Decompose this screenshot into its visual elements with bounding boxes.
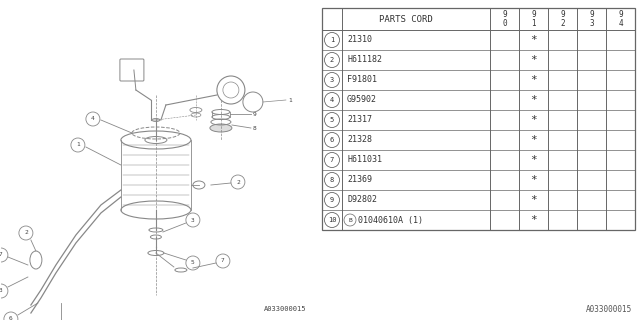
Text: 1: 1: [76, 142, 80, 148]
Text: *: *: [530, 35, 537, 45]
Text: D92802: D92802: [347, 196, 377, 204]
Text: 2: 2: [330, 57, 334, 63]
Text: A033000015: A033000015: [586, 305, 632, 314]
Text: 4: 4: [91, 116, 95, 122]
Text: A033000015: A033000015: [264, 306, 306, 312]
Text: 1: 1: [531, 19, 536, 28]
Text: 3: 3: [0, 289, 3, 293]
Text: 9: 9: [589, 10, 594, 19]
Text: *: *: [530, 215, 537, 225]
Text: 9: 9: [531, 10, 536, 19]
Text: G95902: G95902: [347, 95, 377, 105]
Text: 7: 7: [330, 157, 334, 163]
Text: 01040610A (1): 01040610A (1): [358, 215, 423, 225]
Text: 21310: 21310: [347, 36, 372, 44]
Text: 9: 9: [502, 10, 507, 19]
Text: 8: 8: [253, 125, 257, 131]
Text: 3: 3: [191, 218, 195, 222]
Text: 21369: 21369: [347, 175, 372, 185]
Text: 7: 7: [0, 252, 3, 258]
Text: 7: 7: [221, 259, 225, 263]
Text: PARTS CORD: PARTS CORD: [379, 14, 433, 23]
Text: *: *: [530, 55, 537, 65]
Text: *: *: [530, 75, 537, 85]
Text: *: *: [530, 175, 537, 185]
Text: 6: 6: [330, 137, 334, 143]
Text: 3: 3: [330, 77, 334, 83]
Text: 9: 9: [253, 111, 257, 116]
Text: 3: 3: [589, 19, 594, 28]
Text: 2: 2: [24, 230, 28, 236]
Text: 4: 4: [330, 97, 334, 103]
Text: 1: 1: [330, 37, 334, 43]
Text: 5: 5: [330, 117, 334, 123]
Text: H611182: H611182: [347, 55, 382, 65]
Text: 10: 10: [328, 217, 336, 223]
Text: *: *: [530, 115, 537, 125]
Text: *: *: [530, 95, 537, 105]
Text: 1: 1: [288, 98, 292, 102]
Text: 6: 6: [9, 316, 13, 320]
Text: *: *: [530, 135, 537, 145]
Text: 9: 9: [560, 10, 565, 19]
Text: F91801: F91801: [347, 76, 377, 84]
Text: *: *: [530, 155, 537, 165]
Text: 5: 5: [191, 260, 195, 266]
Ellipse shape: [152, 118, 160, 122]
Text: 21317: 21317: [347, 116, 372, 124]
Bar: [322, 8, 635, 230]
Text: 21328: 21328: [347, 135, 372, 145]
Text: 8: 8: [330, 177, 334, 183]
Text: 4: 4: [618, 19, 623, 28]
Ellipse shape: [210, 124, 232, 132]
Text: H611031: H611031: [347, 156, 382, 164]
Text: 2: 2: [236, 180, 240, 185]
Text: B: B: [348, 218, 352, 222]
Text: *: *: [530, 195, 537, 205]
Text: 0: 0: [502, 19, 507, 28]
Text: 2: 2: [560, 19, 565, 28]
Text: 9: 9: [618, 10, 623, 19]
Text: 9: 9: [330, 197, 334, 203]
